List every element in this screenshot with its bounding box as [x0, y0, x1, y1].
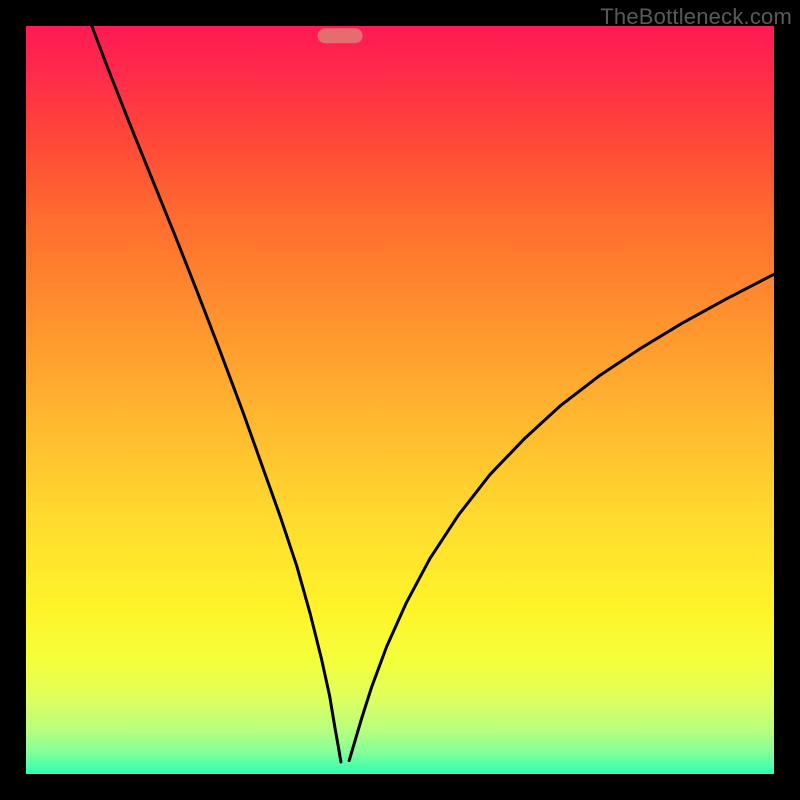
chart-background: [26, 26, 774, 774]
valley-marker: [318, 28, 363, 43]
chart-svg: [0, 0, 800, 800]
watermark-text: TheBottleneck.com: [600, 4, 792, 30]
chart-container: TheBottleneck.com: [0, 0, 800, 800]
